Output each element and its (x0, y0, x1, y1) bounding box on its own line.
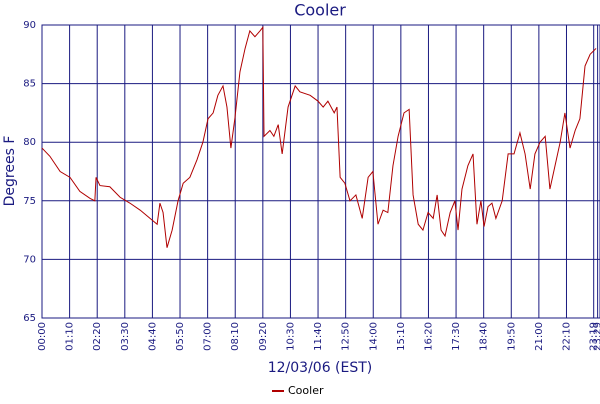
y-tick-label: 65 (23, 313, 36, 324)
x-tick-label: 23:29 (593, 322, 600, 351)
x-tick-label: 12:50 (341, 322, 352, 351)
x-tick-label: 07:00 (203, 322, 214, 351)
x-axis-label: 12/03/06 (EST) (268, 360, 373, 376)
y-tick-label: 90 (23, 20, 36, 31)
x-tick-label: 02:20 (92, 322, 103, 351)
x-tick-label: 23:19 (589, 322, 600, 351)
legend-label: Cooler (288, 384, 324, 397)
x-tick-label: 01:10 (65, 322, 76, 351)
y-tick-label: 75 (23, 196, 36, 207)
plot-area (41, 24, 600, 319)
x-tick-label: 10:30 (285, 322, 296, 351)
x-tick-label: 18:40 (479, 322, 490, 351)
x-tick-label: 05:50 (175, 322, 186, 351)
x-tick-label: 21:00 (534, 322, 545, 351)
x-tick-label: 04:40 (147, 322, 158, 351)
x-tick-label: 19:50 (506, 322, 517, 351)
x-tick-label: 11:40 (313, 322, 324, 351)
x-tick-label: 16:20 (423, 322, 434, 351)
y-tick-label: 80 (23, 137, 36, 148)
y-axis-label: Degrees F (2, 136, 18, 207)
data-line (41, 25, 597, 248)
x-tick-label: 03:30 (120, 322, 131, 351)
x-tick-label: 00:00 (37, 322, 48, 351)
x-tick-label: 09:20 (258, 322, 269, 351)
y-tick-label: 85 (23, 79, 36, 90)
x-tick-label: 14:00 (368, 322, 379, 351)
chart-title: Cooler (294, 1, 346, 20)
y-tick-label: 70 (23, 254, 36, 265)
x-tick-label: 22:10 (561, 322, 572, 351)
x-tick-label: 15:10 (396, 322, 407, 351)
x-tick-label: 08:10 (230, 322, 241, 351)
x-tick-label: 17:30 (451, 322, 462, 351)
